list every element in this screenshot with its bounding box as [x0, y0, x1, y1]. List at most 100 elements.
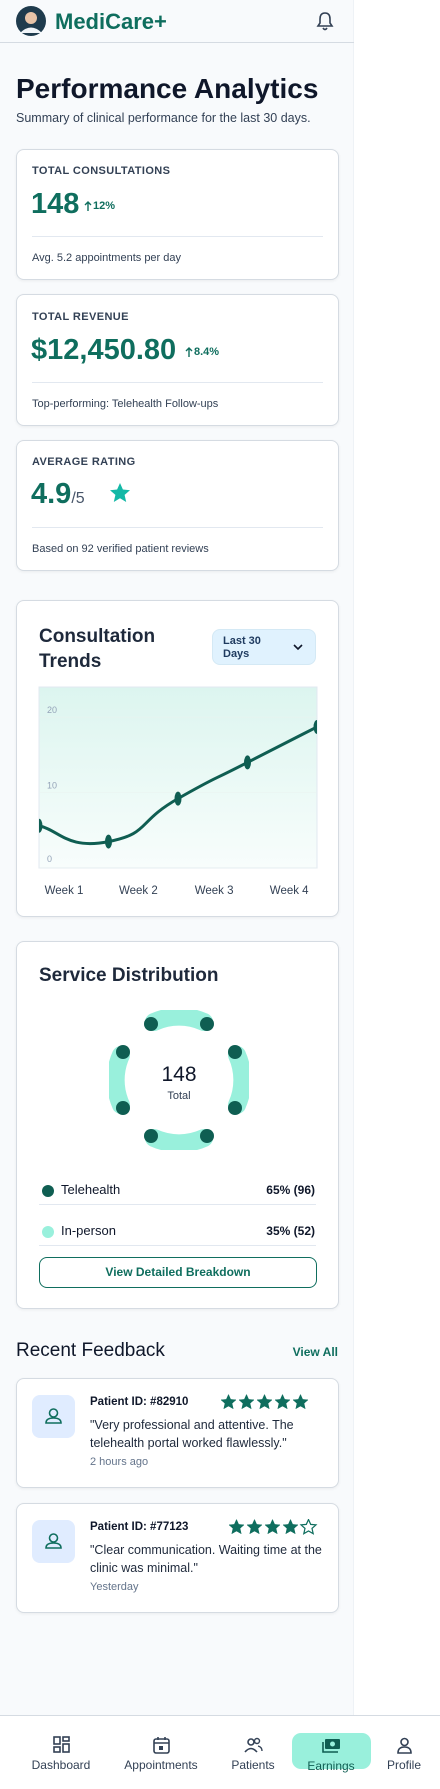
user-icon [45, 1533, 62, 1549]
legend-dot [42, 1185, 54, 1197]
metric-label: TOTAL REVENUE [32, 311, 129, 323]
divider [39, 1204, 316, 1205]
donut [109, 1010, 249, 1150]
nav-item[interactable]: Appointments [116, 1735, 206, 1772]
legend-name: In-person [61, 1223, 116, 1238]
distribution-card: Service Distribution 148 Total Telehealt… [16, 941, 339, 1309]
star [221, 1394, 237, 1410]
dropdown-label: Last 30 Days [223, 635, 261, 660]
donut-total: 148 [161, 1063, 197, 1086]
header: MediCare+ [0, 0, 354, 43]
nav-item[interactable]: Profile [359, 1735, 440, 1772]
nav-label: Earnings [307, 1759, 355, 1773]
patient-id: Patient ID: #77123 [90, 1521, 189, 1533]
point-marker [39, 818, 43, 833]
point-marker [244, 755, 251, 770]
point-marker [174, 791, 182, 806]
metric-value: $12,450.80 [31, 334, 177, 366]
nav-icon [243, 1737, 263, 1753]
chevron [293, 644, 303, 651]
star-icon [110, 483, 130, 502]
nav-icon [52, 1736, 70, 1753]
view-all-link[interactable]: View All [292, 1345, 338, 1359]
metric-label: AVERAGE RATING [32, 456, 136, 468]
metric-value: 4.9/5 [31, 478, 85, 511]
x-tick-label: Week 4 [270, 885, 309, 897]
x-tick-label: Week 1 [45, 885, 84, 897]
nav-item[interactable]: Patients [208, 1735, 298, 1772]
rating-value: 4.9 [31, 478, 72, 510]
divider [32, 527, 323, 528]
star [282, 1519, 299, 1535]
divider [39, 1245, 316, 1246]
divider [32, 382, 323, 383]
feedback-card: Patient ID: #77123 "Clear communication. … [16, 1503, 339, 1613]
metric-label: TOTAL CONSULTATIONS [32, 165, 171, 177]
bottom-nav: Dashboard Appointments Patients Earnings Pro… [0, 1715, 440, 1789]
chart-title: Consultation Trends [39, 626, 156, 672]
star [238, 1394, 255, 1410]
star [292, 1394, 309, 1410]
nav-item[interactable]: Dashboard [16, 1735, 106, 1772]
patient-icon [32, 1520, 75, 1563]
breakdown-button[interactable]: View Detailed Breakdown [39, 1257, 317, 1288]
donut-segment [109, 1046, 130, 1114]
x-tick-label: Week 3 [195, 885, 234, 897]
patient-icon [32, 1395, 75, 1438]
metric-note: Top-performing: Telehealth Follow-ups [32, 398, 219, 410]
metric-value: 148 [31, 188, 80, 220]
y-tick-label: 0 [47, 854, 52, 864]
feedback-quote: "Very professional and attentive. The te… [90, 1418, 294, 1450]
legend-value: 65% (96) [266, 1183, 315, 1197]
y-tick-label: 10 [47, 781, 57, 791]
donut-segment [145, 1129, 213, 1150]
donut-total-label: Total [167, 1090, 191, 1102]
nav-label: Appointments [124, 1758, 198, 1772]
divider [32, 236, 323, 237]
nav-item[interactable]: Earnings [286, 1736, 376, 1773]
chart-card: Consultation Trends Last 30 Days 0 10 20 We… [16, 600, 339, 917]
user-icon [45, 1408, 62, 1424]
nav-label: Dashboard [31, 1758, 91, 1772]
star [229, 1519, 245, 1535]
donut-segment [145, 1010, 213, 1031]
feedback-card: Patient ID: #82910 "Very professional and… [16, 1378, 339, 1488]
star [246, 1519, 263, 1535]
line-chart: 0 10 20 Week 1 Week 2 Week 3 Week 4 [38, 686, 318, 897]
y-tick-label: 20 [47, 705, 57, 715]
star [299, 1519, 318, 1535]
distribution-title: Service Distribution [39, 965, 219, 986]
metric-card: TOTAL CONSULTATIONS 148 12% Avg. 5.2 app… [16, 149, 339, 280]
star [274, 1394, 291, 1410]
rating-stars [229, 1519, 318, 1535]
metric-change: 8.4% [194, 346, 220, 358]
bell-icon[interactable] [316, 11, 334, 31]
star [256, 1394, 273, 1410]
rating-stars [221, 1394, 309, 1410]
avatar[interactable] [16, 6, 46, 36]
x-tick-label: Week 2 [119, 885, 158, 897]
star [264, 1519, 281, 1535]
range-dropdown[interactable]: Last 30 Days [212, 629, 316, 665]
donut-segment [228, 1046, 249, 1114]
metric-change: 12% [93, 200, 116, 212]
metric-note: Avg. 5.2 appointments per day [32, 252, 182, 264]
nav-label: Patients [231, 1758, 275, 1772]
feedback-quote: "Clear communication. Waiting time at th… [90, 1543, 322, 1575]
brand: MediCare+ [55, 9, 167, 34]
rating-suffix: /5 [71, 490, 85, 507]
feedback-time: 2 hours ago [90, 1456, 149, 1468]
legend-dot [42, 1226, 54, 1238]
metric-card: AVERAGE RATING 4.9/5 Based on 92 verifie… [16, 440, 339, 571]
nav-icon [396, 1737, 412, 1754]
up-arrow [84, 201, 92, 211]
feedback-time: Yesterday [90, 1581, 139, 1593]
metric-card: TOTAL REVENUE $12,450.80 8.4% Top-perfor… [16, 294, 339, 426]
point-marker [313, 719, 317, 734]
nav-label: Profile [386, 1758, 421, 1772]
metric-note: Based on 92 verified patient reviews [32, 543, 209, 555]
nav-icon [321, 1739, 340, 1753]
up-arrow [185, 347, 193, 357]
legend-name: Telehealth [61, 1182, 121, 1197]
